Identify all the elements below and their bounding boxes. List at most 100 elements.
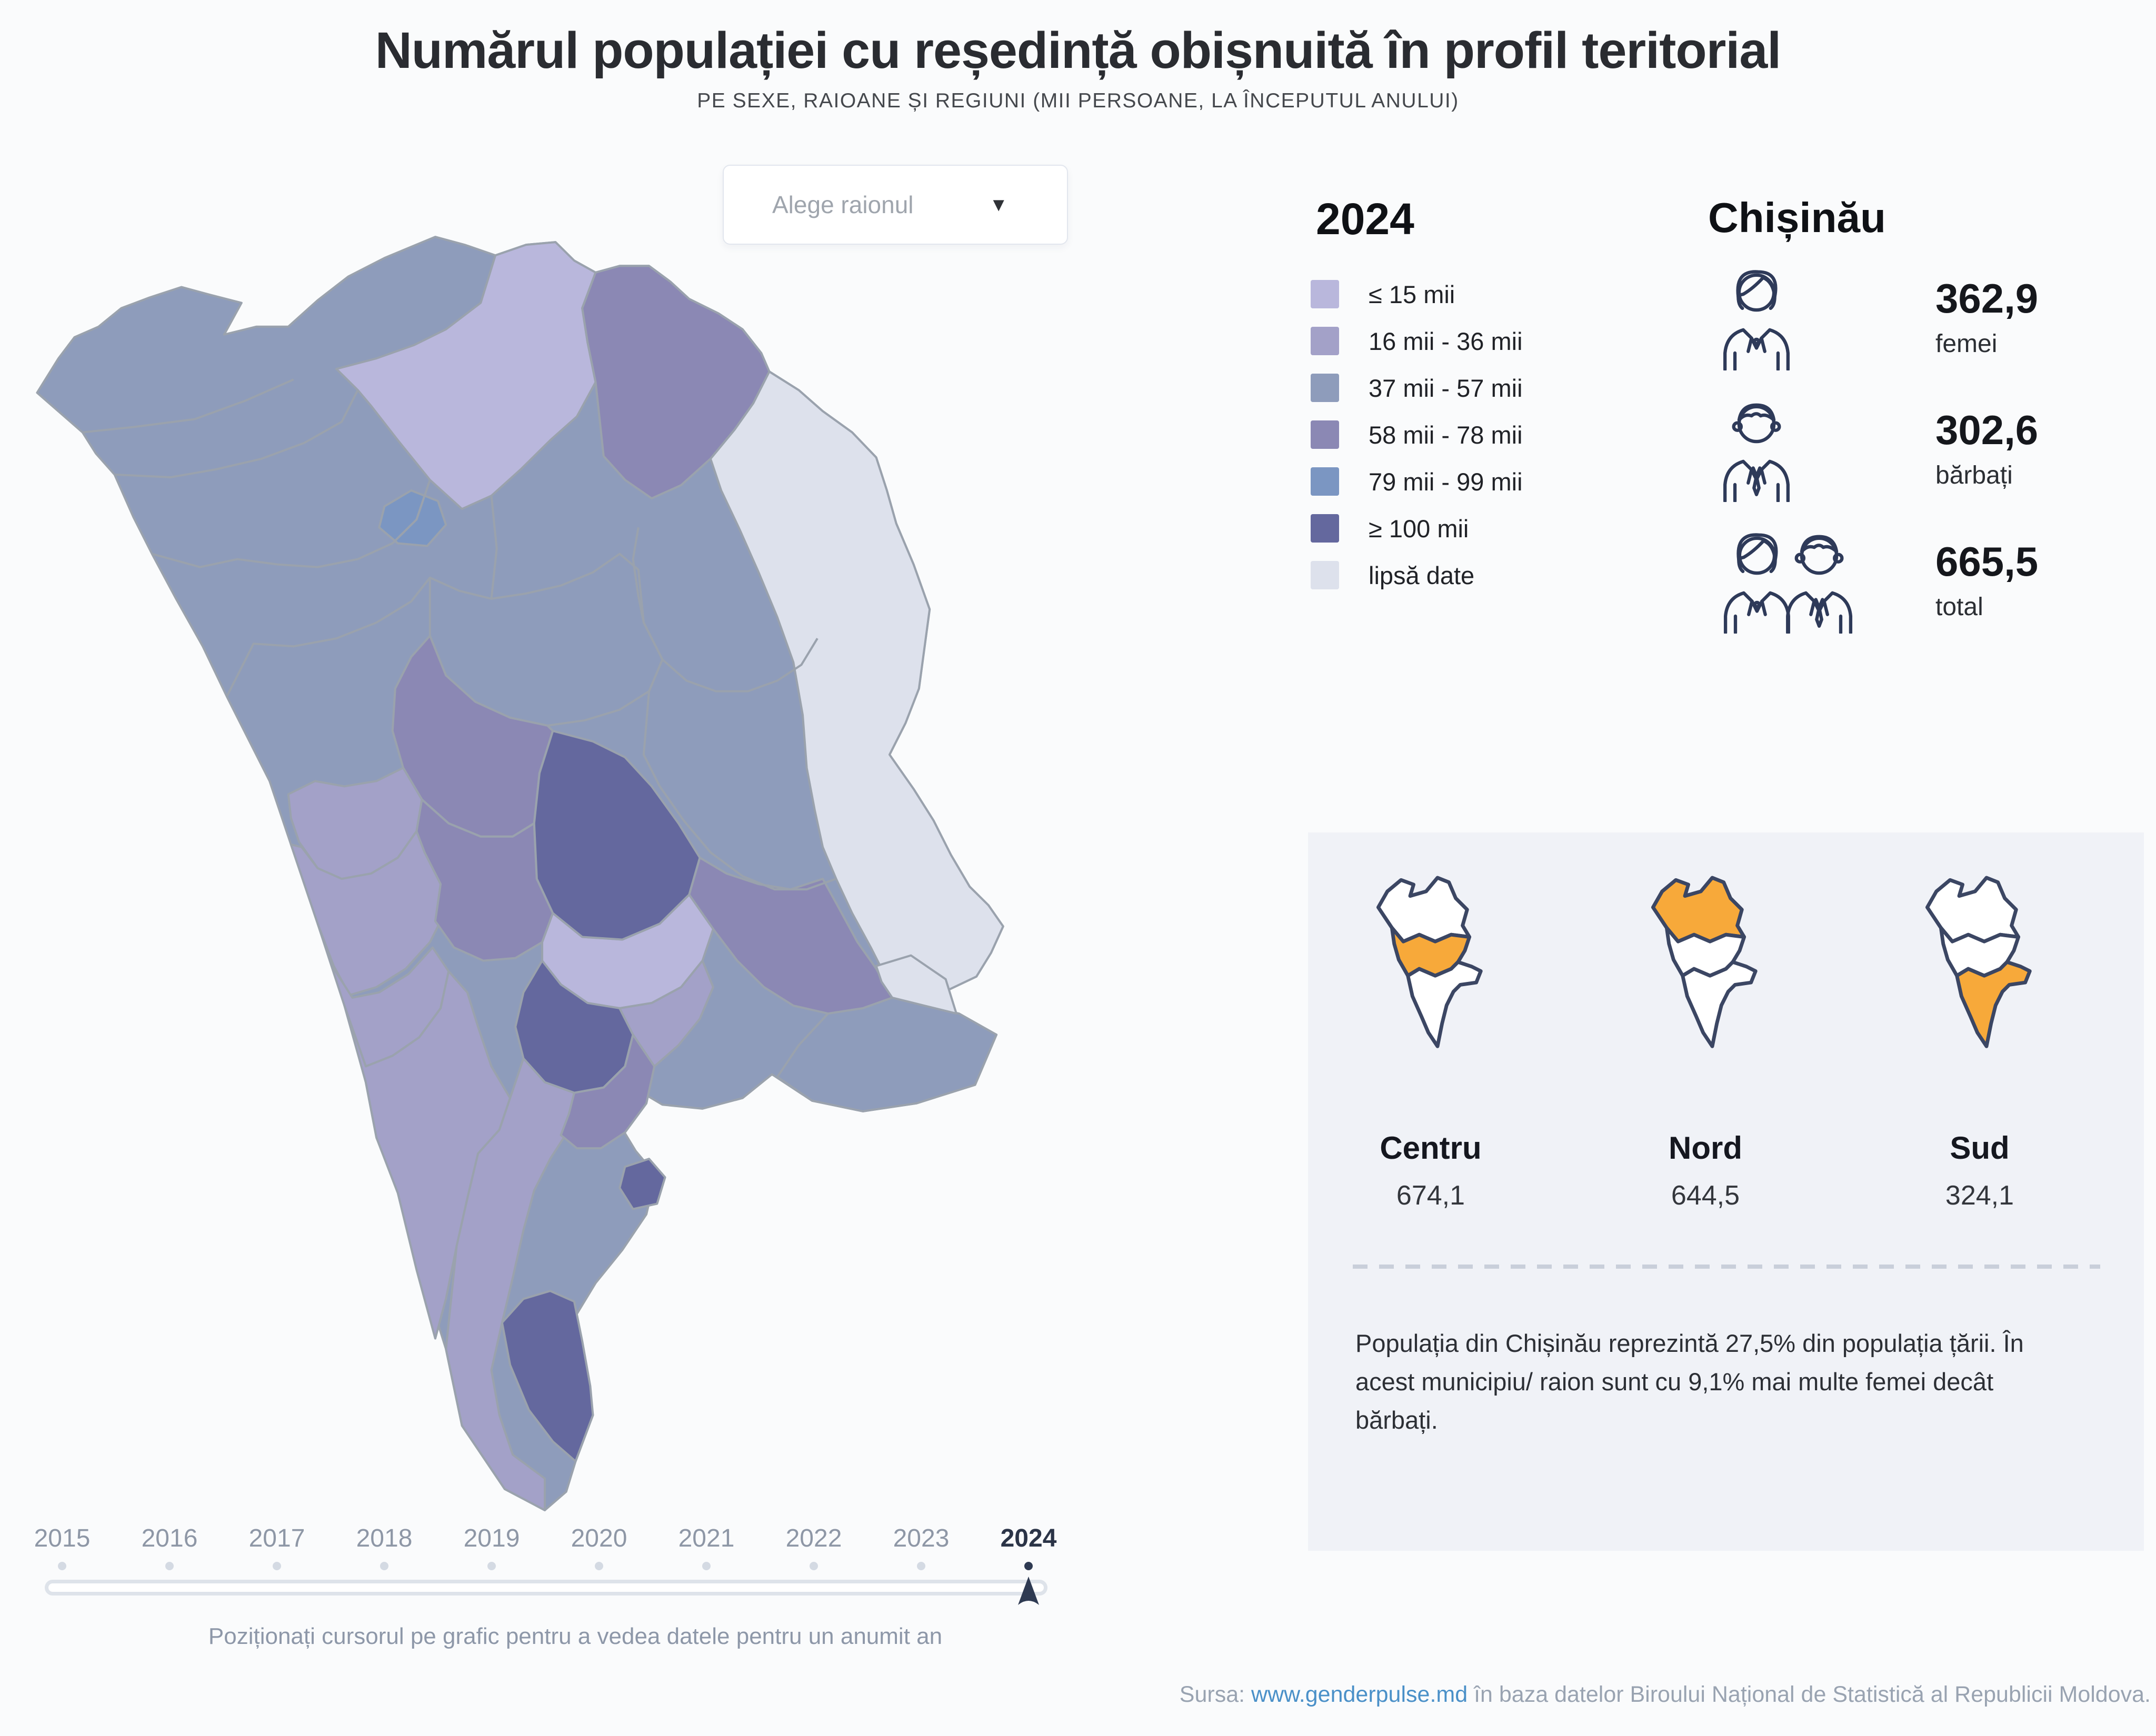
legend-item: ≤ 15 mii xyxy=(1311,280,1523,308)
legend-label: ≤ 15 mii xyxy=(1369,280,1455,308)
district-border-line xyxy=(662,638,819,693)
year-dot[interactable] xyxy=(8,1562,116,1570)
year-label-2021[interactable]: 2021 xyxy=(678,1524,735,1552)
region-name: Nord xyxy=(1669,1130,1742,1166)
year-label-2024-selected[interactable]: 2024 xyxy=(1000,1524,1057,1552)
map-district[interactable] xyxy=(709,370,1004,1007)
legend-label: 79 mii - 99 mii xyxy=(1369,467,1523,496)
legend-label: 58 mii - 78 mii xyxy=(1369,420,1523,449)
district-border-line xyxy=(642,622,837,891)
year-dot-selected[interactable] xyxy=(975,1562,1082,1570)
district-select-placeholder: Alege raionul xyxy=(772,191,914,218)
source-prefix: Sursa: xyxy=(1179,1682,1252,1707)
region-note: Populația din Chișinău reprezintă 27,5% … xyxy=(1355,1329,2024,1434)
stat-value: 665,5 xyxy=(1935,538,2039,585)
year-label-2022[interactable]: 2022 xyxy=(785,1524,842,1552)
district-border-line xyxy=(632,527,645,623)
district-border-line xyxy=(226,577,431,697)
source-link[interactable]: www.genderpulse.md xyxy=(1251,1682,1468,1707)
year-label-2017[interactable]: 2017 xyxy=(248,1524,305,1552)
year-label-2023[interactable]: 2023 xyxy=(893,1524,950,1552)
district-border-line xyxy=(152,479,431,568)
year-slider-handle[interactable] xyxy=(1016,1576,1041,1607)
region-card-centru: Centru 674,1 xyxy=(1320,864,1541,1211)
year-dot[interactable] xyxy=(653,1562,760,1570)
legend-swatch xyxy=(1311,280,1339,308)
legend: ≤ 15 mii 16 mii - 36 mii 37 mii - 57 mii… xyxy=(1311,280,1523,589)
year-label-2015[interactable]: 2015 xyxy=(34,1524,91,1552)
people-pair-icon xyxy=(1723,533,1853,634)
map-district[interactable] xyxy=(415,798,554,962)
stat-value: 302,6 xyxy=(1935,407,2039,453)
map-district[interactable] xyxy=(560,1033,656,1150)
timeline-dots xyxy=(8,1562,1082,1570)
regions-panel: Centru 674,1 Nord 644,5 Sud 324,1 Popula… xyxy=(1308,832,2144,1551)
map-district[interactable] xyxy=(776,996,998,1112)
legend-swatch xyxy=(1311,420,1339,449)
map-district[interactable] xyxy=(618,1158,666,1210)
year-dot[interactable] xyxy=(223,1562,331,1570)
region-minimap-centru xyxy=(1376,876,1483,1048)
legend-year-heading: 2024 xyxy=(1316,194,1414,244)
legend-item: 79 mii - 99 mii xyxy=(1311,467,1523,496)
legend-label: 16 mii - 36 mii xyxy=(1369,327,1523,355)
page-title: Numărul populației cu reședință obișnuit… xyxy=(375,22,1781,79)
year-dot[interactable] xyxy=(331,1562,438,1570)
legend-label: 37 mii - 57 mii xyxy=(1369,374,1523,402)
region-card-nord: Nord 644,5 xyxy=(1595,864,1816,1211)
region-shape-sud xyxy=(1955,960,2032,1048)
region-shape-sud xyxy=(1406,960,1483,1048)
legend-swatch xyxy=(1311,514,1339,543)
map-district-balti[interactable] xyxy=(378,489,447,547)
stat-row-femei: 362,9 femei xyxy=(1708,265,2150,397)
year-dot[interactable] xyxy=(545,1562,653,1570)
year-label-2018[interactable]: 2018 xyxy=(356,1524,413,1552)
legend-label: lipsă date xyxy=(1369,561,1475,589)
source-text: Sursa: www.genderpulse.md în baza datelo… xyxy=(1180,1682,2151,1708)
map-district-chisinau[interactable] xyxy=(533,729,701,941)
year-dot[interactable] xyxy=(438,1562,545,1570)
stat-value: 362,9 xyxy=(1935,275,2039,322)
region-shape-sud xyxy=(1681,960,1758,1048)
year-label-2020[interactable]: 2020 xyxy=(571,1524,627,1552)
district-select[interactable]: Alege raionul ▼ xyxy=(723,165,1068,245)
region-minimap-sud xyxy=(1925,876,2032,1048)
region-card-sud: Sud 324,1 xyxy=(1869,864,2090,1211)
legend-item: ≥ 100 mii xyxy=(1311,514,1523,543)
year-dot[interactable] xyxy=(867,1562,975,1570)
stat-row-barbati: 302,6 bărbați xyxy=(1708,397,2150,528)
region-value: 324,1 xyxy=(1945,1180,2014,1211)
source-suffix: în baza datelor Biroului Național de Sta… xyxy=(1468,1682,2151,1707)
district-border-line xyxy=(114,389,359,478)
district-border-line xyxy=(82,378,294,434)
year-label-2016[interactable]: 2016 xyxy=(141,1524,198,1552)
legend-swatch xyxy=(1311,327,1339,355)
year-label-2019[interactable]: 2019 xyxy=(463,1524,520,1552)
page-subtitle: PE SEXE, RAIOANE ȘI REGIUNI (MII PERSOAN… xyxy=(697,89,1459,112)
stat-row-total: 665,5 total xyxy=(1708,528,2150,660)
man-icon xyxy=(1723,403,1790,502)
stat-label: femei xyxy=(1935,330,1998,358)
chevron-down-icon: ▼ xyxy=(989,194,1008,215)
woman-icon xyxy=(1723,270,1790,370)
legend-item: 37 mii - 57 mii xyxy=(1311,374,1523,402)
map-district[interactable] xyxy=(875,954,957,1015)
legend-swatch xyxy=(1311,561,1339,589)
year-dot[interactable] xyxy=(760,1562,867,1570)
legend-swatch xyxy=(1311,467,1339,496)
region-name: Centru xyxy=(1380,1130,1482,1166)
map-district[interactable] xyxy=(445,1057,575,1511)
year-slider-track[interactable] xyxy=(45,1580,1047,1595)
year-dot[interactable] xyxy=(116,1562,223,1570)
legend-item: 16 mii - 36 mii xyxy=(1311,327,1523,355)
region-value: 674,1 xyxy=(1396,1180,1465,1211)
selected-area-stats: Chișinău 362,9 femei 302,6 xyxy=(1708,194,2150,634)
timeline-hint: Poziționați cursorul pe grafic pentru a … xyxy=(208,1623,943,1649)
legend-item: lipsă date xyxy=(1311,561,1523,589)
stat-label: bărbați xyxy=(1935,461,2013,489)
map-district[interactable] xyxy=(501,1290,594,1463)
legend-swatch xyxy=(1311,374,1339,402)
legend-item: 58 mii - 78 mii xyxy=(1311,420,1523,449)
district-border-line xyxy=(490,495,498,599)
region-minimap-nord xyxy=(1651,876,1758,1048)
